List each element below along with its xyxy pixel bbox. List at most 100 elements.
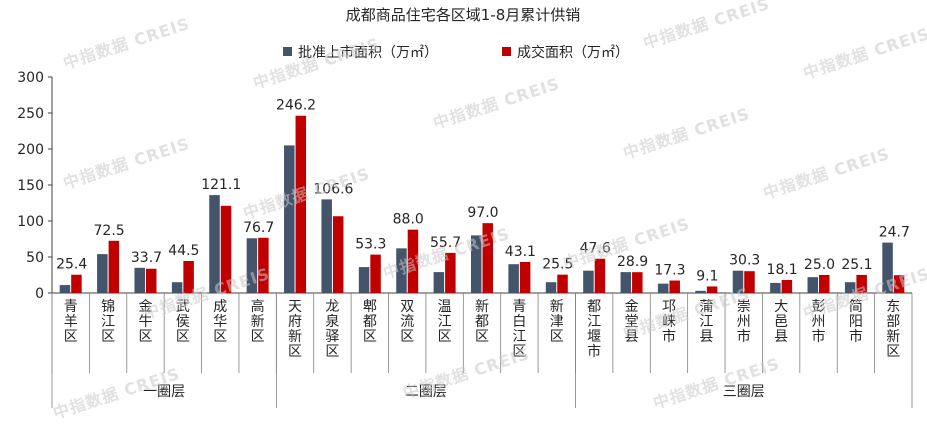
bar-transacted [781,279,793,293]
bar-approved [284,145,295,293]
legend: 批准上市面积（万㎡） 成交面积（万㎡） [283,44,629,61]
bar-approved [433,272,445,293]
bar-approved [171,282,183,293]
bar-transacted [594,258,606,293]
bar-approved [508,264,519,293]
y-tick-label: 300 [17,70,44,86]
bar-approved [844,282,856,293]
x-tick-label: 金堂县 [625,299,639,345]
bar-approved [882,242,893,293]
x-tick-label: 大邑县 [774,299,788,345]
data-label: 47.6 [580,241,611,257]
x-tick-label: 成华区 [213,299,227,345]
bar-approved [807,277,819,293]
group-label: 三圈层 [723,384,765,400]
data-label: 72.5 [94,223,125,239]
bar-transacted [407,229,419,293]
bar-transacted [819,275,830,293]
bar-transacted [744,271,755,293]
legend-swatch [502,47,511,56]
data-label: 246.2 [276,98,316,114]
data-label: 33.7 [131,250,162,266]
data-label: 55.7 [430,235,461,251]
data-label: 30.3 [729,253,760,269]
bar-approved [396,248,407,293]
bar-transacted [183,260,194,293]
bar-approved [471,235,482,293]
bar-approved [209,195,220,293]
data-label: 25.4 [56,257,87,273]
bar-approved [545,282,557,293]
bar-approved [657,283,669,293]
bar-transacted [258,237,269,293]
data-label: 121.1 [201,177,241,193]
data-label: 25.0 [804,257,835,273]
bar-transacted [370,254,381,293]
x-tick-label: 天府新区 [288,299,302,360]
data-label: 76.7 [243,220,274,236]
x-tick-label: 简阳市 [849,298,863,345]
group-label: 一圈层 [143,384,185,400]
data-label: 17.3 [654,263,685,279]
bar-transacted [295,115,307,294]
bar-approved [59,285,71,293]
x-tick-label: 高新区 [251,298,265,345]
chart-stage: 成都商品住宅各区域1-8月累计供销 批准上市面积（万㎡） 成交面积（万㎡） 0 50… [17,0,927,423]
bar-approved [321,199,332,293]
data-label: 97.0 [467,205,498,221]
bar-approved [358,267,370,293]
bar-transacted [108,240,120,293]
data-labels: 25.4 72.5 33.7 44.5 121.1 76.7 246.2 106.6 53.3 8… [56,98,910,285]
x-tick-label: 蒲江县 [699,299,713,345]
data-label: 18.1 [767,262,798,278]
x-tick-label: 龙泉驿区 [325,299,339,360]
y-tick-label: 0 [35,286,44,302]
bar-transacted [482,223,493,293]
bar-transacted [71,274,82,293]
bar-transacted [519,261,531,293]
bar-transacted [632,272,643,293]
data-label: 9.1 [696,268,718,284]
y-tick-label: 250 [17,106,44,122]
bar-transacted [856,274,867,293]
bar-approved [246,238,258,293]
bar-transacted [706,286,718,293]
x-tick-label: 邛崃市 [662,299,676,345]
bar-transacted [145,268,157,293]
data-label: 53.3 [355,237,386,253]
data-label: 25.1 [841,257,872,273]
bar-transacted [669,280,680,293]
y-tick-label: 100 [17,214,44,230]
y-tick-label: 50 [26,250,44,266]
axes: 0 50 100 150 200 250 300 [17,70,912,302]
legend-label: 批准上市面积（万㎡） [298,44,438,61]
x-tick-label: 金牛区 [138,299,152,345]
bar-approved [583,270,594,293]
x-tick-label: 青羊区 [64,299,78,345]
bar-transacted [557,274,568,293]
x-tick-label: 都江堰市 [587,299,601,360]
data-label: 43.1 [505,244,536,260]
data-label: 24.7 [879,225,910,241]
bar-approved [97,254,108,293]
data-label: 25.5 [542,257,573,273]
bars [59,115,905,294]
x-tick-label: 武侯区 [176,299,190,345]
data-label: 28.9 [617,254,648,270]
bar-transacted [445,252,456,293]
bar-transacted [893,275,905,293]
bar-chart: 成都商品住宅各区域1-8月累计供销 批准上市面积（万㎡） 成交面积（万㎡） 0 50… [17,6,913,408]
x-tick-label: 青白江区 [512,299,526,360]
bar-approved [620,272,632,293]
bar-transacted [220,205,232,293]
legend-swatch [283,47,292,56]
x-tick-label: 东部新区 [886,299,900,360]
x-tick-label: 彭州市 [812,299,826,345]
group-label: 二圈层 [405,384,447,400]
x-axis: 青羊区 锦江区 金牛区 武侯区 成华区 高新区 天府新区 龙泉驿区 郫都区 双流区 温江区 新都区 青白… [51,293,913,408]
data-label: 106.6 [313,181,353,197]
bar-transacted [332,216,344,293]
bar-approved [134,267,145,293]
x-tick-label: 新都区 [475,299,489,345]
x-tick-label: 崇州市 [737,299,751,345]
